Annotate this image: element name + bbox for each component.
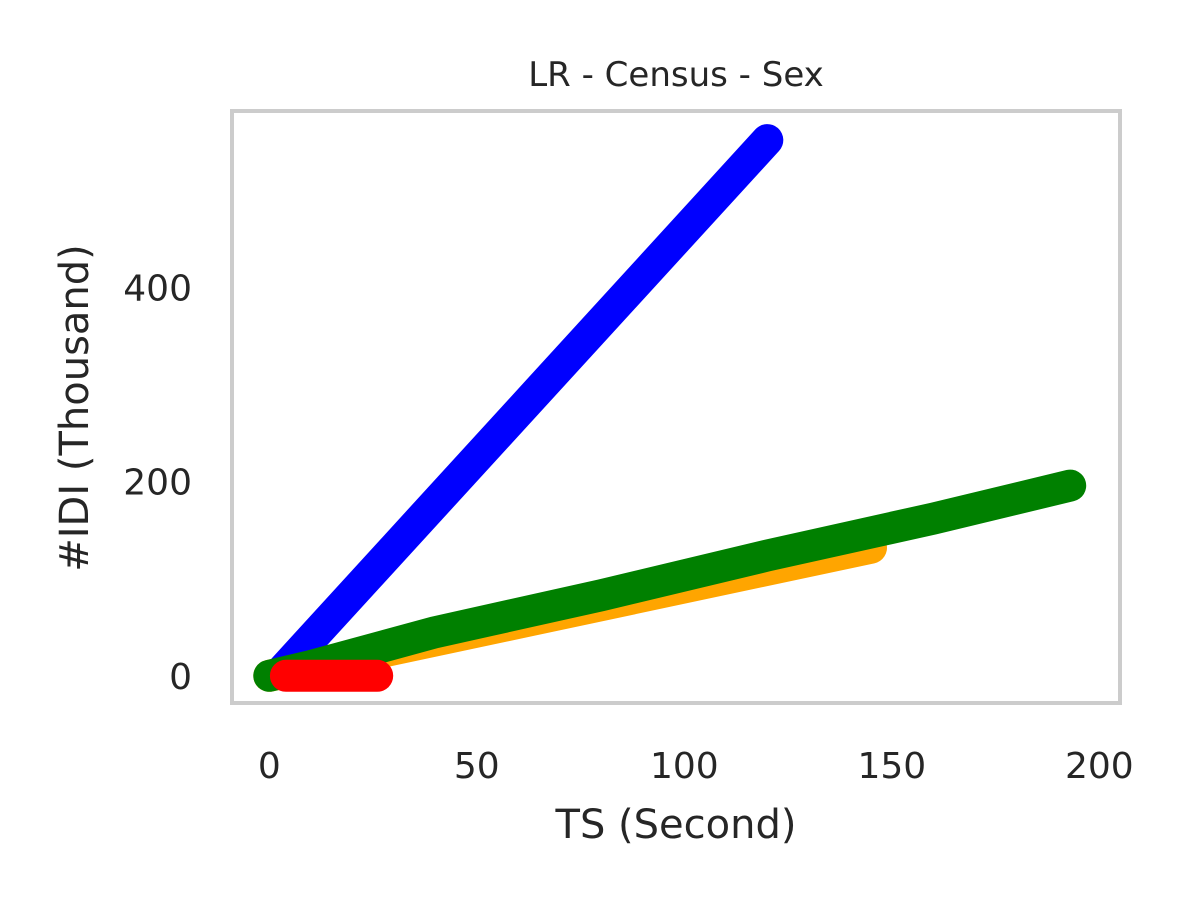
y-tick-label: 0 — [169, 657, 192, 698]
x-axis-label: TS (Second) — [555, 802, 797, 848]
y-tick-label: 200 — [123, 463, 192, 504]
x-tick-label: 200 — [1065, 746, 1134, 787]
x-tick-label: 0 — [258, 746, 281, 787]
series-layer — [253, 124, 1087, 692]
x-tick-label: 50 — [454, 746, 500, 787]
x-tick-label: 100 — [650, 746, 719, 787]
y-ticks: 0 200 400 — [123, 269, 192, 698]
series-line-2 — [253, 469, 1087, 692]
plot-frame — [230, 109, 1122, 705]
x-tick-label: 150 — [857, 746, 926, 787]
series-line-1 — [265, 124, 784, 687]
y-axis-label: #IDI (Thousand) — [52, 244, 98, 572]
x-ticks: 0 50 100 150 200 — [258, 746, 1134, 787]
chart-title: LR - Census - Sex — [528, 55, 824, 95]
y-tick-label: 400 — [123, 269, 192, 310]
